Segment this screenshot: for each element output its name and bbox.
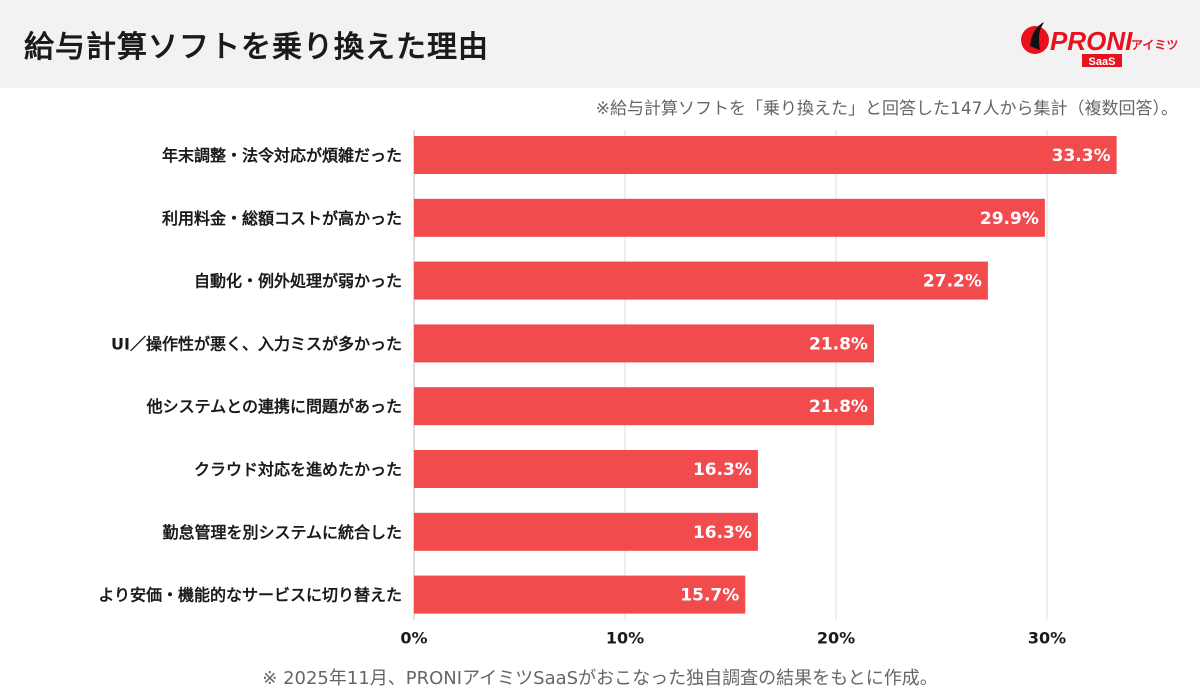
- value-label: 21.8%: [809, 397, 868, 417]
- value-label: 27.2%: [923, 272, 982, 292]
- bar: [414, 324, 874, 363]
- svg-text:SaaS: SaaS: [1089, 56, 1116, 68]
- category-label: 自動化・例外処理が弱かった: [194, 272, 402, 291]
- value-label: 16.3%: [693, 523, 752, 543]
- value-label: 21.8%: [809, 334, 868, 354]
- category-label: 勤怠管理を別システムに統合した: [162, 523, 402, 542]
- x-tick-label: 0%: [400, 629, 427, 648]
- svg-text:アイミツ: アイミツ: [1131, 38, 1178, 52]
- value-label: 15.7%: [680, 586, 739, 606]
- category-label: 他システムとの連携に問題があった: [146, 397, 402, 416]
- value-label: 33.3%: [1052, 146, 1111, 166]
- header: 給与計算ソフトを乗り換えた理由 PRONI アイミツ SaaS: [0, 0, 1200, 88]
- svg-text:PRONI: PRONI: [1050, 26, 1133, 56]
- source-footer: ※ 2025年11月、PRONIアイミツSaaSがおこなった独自調査の結果をもと…: [262, 668, 938, 689]
- bar: [414, 512, 758, 551]
- x-tick-label: 30%: [1028, 629, 1066, 648]
- category-label: クラウド対応を進めたかった: [194, 460, 402, 479]
- proni-logo: PRONI アイミツ SaaS: [1021, 22, 1178, 68]
- bar: [414, 387, 874, 426]
- x-tick-label: 10%: [606, 629, 644, 648]
- value-label: 29.9%: [980, 209, 1039, 229]
- bar: [414, 136, 1117, 174]
- category-label: 年末調整・法令対応が煩雑だった: [162, 146, 402, 165]
- x-tick-label: 20%: [817, 629, 855, 648]
- page-title: 給与計算ソフトを乗り換えた理由: [24, 30, 489, 65]
- category-label: より安価・機能的なサービスに切り替えた: [98, 586, 402, 605]
- bar: [414, 198, 1045, 237]
- category-label: 利用料金・総額コストが高かった: [162, 209, 402, 228]
- value-label: 16.3%: [693, 460, 752, 480]
- bar: [414, 261, 988, 300]
- bar: [414, 450, 758, 488]
- category-label: UI／操作性が悪く、入力ミスが多かった: [111, 334, 402, 353]
- survey-note: ※給与計算ソフトを「乗り換えた」と回答した147人から集計（複数回答）。: [595, 99, 1178, 119]
- bar: [414, 575, 746, 614]
